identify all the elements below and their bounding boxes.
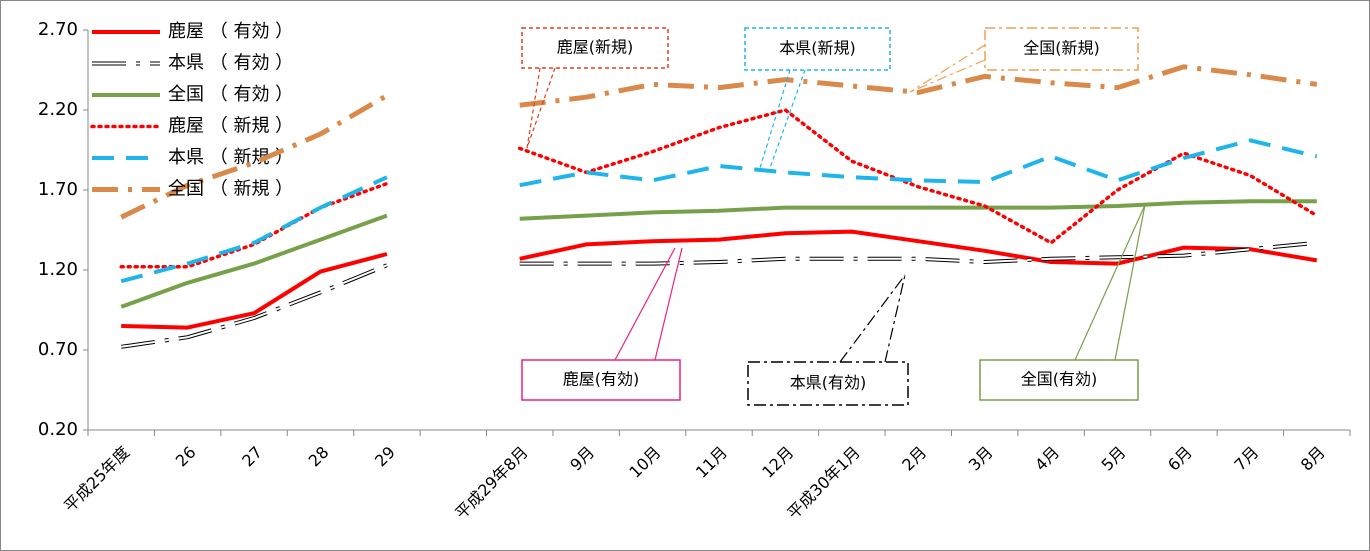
callout-box (747, 361, 909, 406)
callout-leader (769, 69, 806, 169)
y-tick-label: 2.20 (38, 99, 78, 120)
callout-leader (654, 247, 683, 361)
callout-label: 鹿屋(有効) (563, 370, 640, 389)
legend-label: 鹿屋 （ 有効 ） (168, 21, 293, 42)
y-tick-label: 0.20 (38, 419, 78, 440)
legend-label: 全国 （ 有効 ） (168, 84, 293, 105)
legend-label: 全国 （ 新規 ） (168, 179, 293, 200)
y-tick-label: 1.20 (38, 259, 78, 280)
callout-leader (884, 274, 906, 363)
series-line (120, 199, 1317, 309)
callout-leader (526, 67, 556, 149)
callout-box (979, 359, 1139, 401)
callout-box (984, 27, 1139, 71)
callout-leader (909, 59, 986, 93)
series-line (120, 64, 1318, 220)
legend-label: 本県 （ 有効 ） (168, 53, 293, 74)
y-tick-label: 1.70 (38, 179, 78, 200)
callout-leader (759, 69, 791, 169)
callout-label: 全国(有効) (1021, 370, 1098, 389)
callout-box (521, 27, 669, 69)
callout-label: 鹿屋(新規) (557, 38, 634, 57)
series-line-inner (121, 241, 1317, 348)
callout-leader (1074, 204, 1146, 361)
callout-leader (1114, 204, 1146, 361)
callout-box (744, 27, 891, 71)
callout-leader (614, 247, 676, 361)
legend-label: 本県 （ 新規 ） (168, 147, 293, 168)
callout-label: 本県(新規) (779, 39, 856, 58)
callout-leader (909, 44, 986, 93)
callout-label: 本県(有効) (790, 373, 867, 392)
y-tick-label: 0.70 (38, 339, 78, 360)
series-line (120, 138, 1318, 284)
legend-label: 鹿屋 （ 新規 ） (168, 116, 293, 137)
callout-box (521, 359, 681, 401)
callout-label: 全国(新規) (1023, 39, 1100, 58)
y-tick-label: 2.70 (38, 19, 78, 40)
callout-leader (839, 274, 906, 363)
series-line (121, 229, 1318, 330)
